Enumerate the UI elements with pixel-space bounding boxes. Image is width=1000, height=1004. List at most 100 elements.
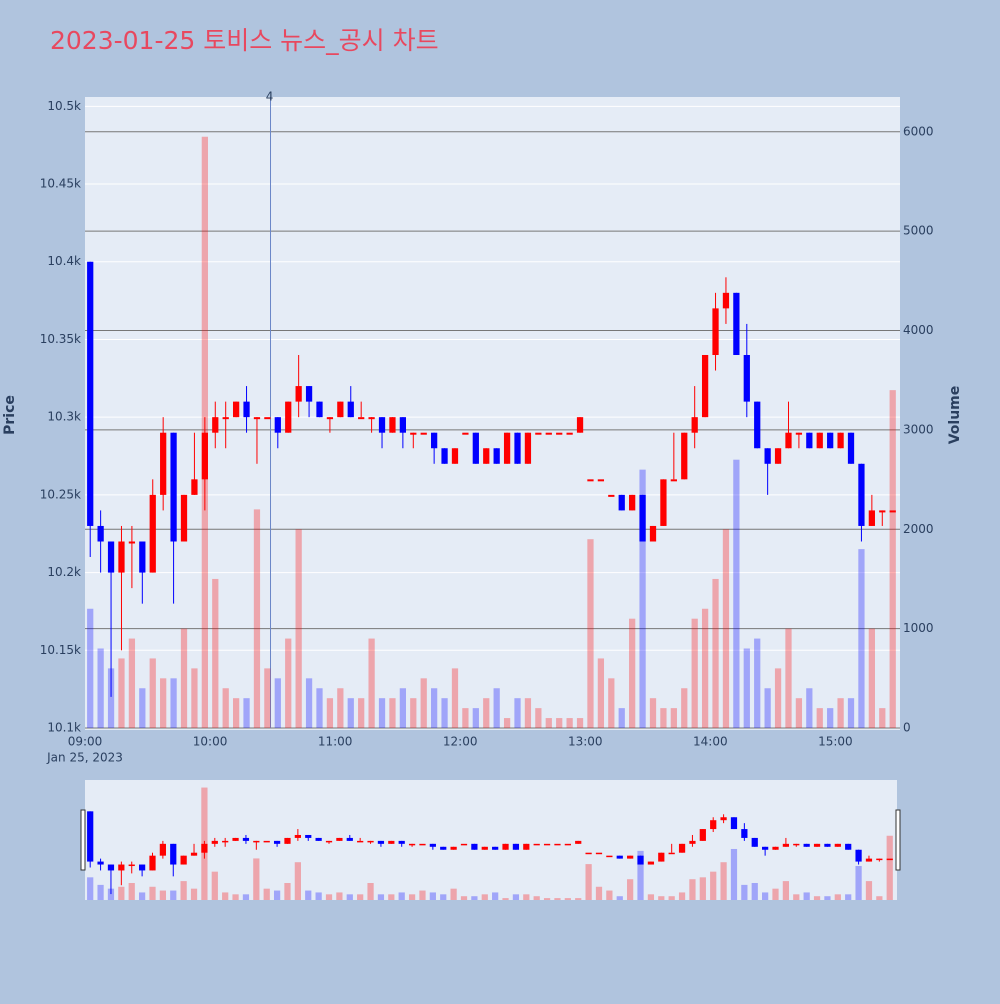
minimap-candle-body — [886, 858, 893, 861]
volume-bar — [722, 529, 730, 728]
minimap-volume-bar — [813, 896, 821, 900]
candle-body — [795, 432, 803, 435]
minimap-candle-body — [294, 834, 301, 838]
minimap-volume-bar — [689, 879, 696, 900]
volume-bar — [337, 688, 344, 728]
minimap-candle-body — [502, 843, 509, 850]
y2-tick-label: 2000 — [903, 522, 934, 536]
minimap-volume-bar — [346, 894, 353, 900]
volume-bar — [232, 698, 240, 728]
minimap-candle-body — [377, 840, 385, 844]
range-handle[interactable] — [80, 809, 86, 871]
minimap-volume-bar — [481, 894, 488, 900]
minimap-volume-bar — [388, 894, 395, 900]
minimap-candle-body — [803, 843, 810, 847]
volume-bar — [566, 718, 573, 728]
y-axis-title: Price — [2, 395, 18, 435]
volume-bar — [827, 708, 834, 728]
candle-body — [889, 510, 896, 513]
volume-bar — [295, 529, 302, 728]
minimap-candle-body — [149, 855, 156, 871]
minimap-candle-body — [211, 840, 218, 844]
minimap-volume-bar — [647, 894, 655, 900]
minimap-volume-bar — [190, 888, 198, 900]
minimap-volume-bar — [741, 884, 748, 900]
y-tick-label: 10.25k — [40, 487, 81, 501]
minimap-candle-body — [595, 852, 603, 855]
candle-body — [160, 432, 167, 495]
minimap-volume-bar — [564, 898, 571, 900]
volume-bar — [410, 698, 417, 728]
candle-body — [597, 479, 605, 482]
minimap-candle-body — [128, 864, 135, 867]
x-tick-label: 11:00 — [318, 735, 353, 749]
minimap-volume-bar — [170, 890, 177, 900]
candle-body — [483, 448, 490, 464]
x-tick-label: 14:00 — [693, 735, 728, 749]
minimap-candle-body — [159, 843, 166, 856]
candle-body — [743, 354, 750, 402]
minimap-volume-bar — [627, 879, 634, 900]
annotation-label: 4 — [266, 90, 274, 104]
minimap-candle-body — [190, 852, 198, 856]
y-tick-label: 10.3k — [47, 410, 81, 424]
minimap-volume-bar — [751, 882, 758, 900]
volume-bar — [597, 658, 605, 728]
minimap-volume-bar — [138, 892, 146, 900]
candle-body — [670, 479, 677, 482]
x-tick-label: 12:00 — [443, 735, 478, 749]
minimap-candle-body — [606, 855, 613, 858]
minimap-candle-body — [647, 861, 655, 865]
minimap-volume-bar — [834, 894, 841, 900]
minimap-candle-body — [440, 846, 447, 850]
candle-body — [576, 417, 584, 433]
minimap-candle-body — [97, 861, 104, 865]
candle-body — [264, 417, 271, 420]
candle-body — [107, 541, 115, 573]
volume-bar — [670, 708, 677, 728]
minimap-volume-bar — [637, 850, 644, 900]
minimap-candle-body — [710, 820, 717, 830]
candle-body — [733, 292, 740, 355]
volume-bar — [97, 648, 104, 728]
minimap-candle-body — [543, 843, 551, 846]
x-tick-label: 13:00 — [568, 735, 603, 749]
candle-body — [378, 417, 386, 433]
candle-body — [503, 432, 511, 464]
volume-bar — [889, 390, 896, 728]
minimap-volume-bar — [782, 881, 790, 900]
minimap-volume-bar — [263, 888, 270, 900]
volume-bar — [503, 718, 511, 728]
minimap-candle-body — [87, 811, 94, 862]
minimap-candle-body — [367, 840, 374, 843]
minimap-candle-body — [471, 843, 478, 850]
minimap-candle-body — [419, 843, 426, 846]
volume-bar — [493, 688, 500, 728]
range-slider[interactable] — [85, 780, 897, 900]
minimap-volume-bar — [325, 894, 333, 900]
minimap-candle-body — [305, 834, 312, 838]
minimap-candle-body — [523, 843, 530, 850]
candle-body — [97, 525, 104, 542]
volume-bar — [629, 618, 636, 728]
volume-bar — [576, 718, 584, 728]
minimap-volume-bar — [543, 898, 551, 900]
volume-bar — [608, 678, 615, 728]
volume-bar — [347, 698, 354, 728]
candle-body — [858, 463, 865, 526]
range-handle[interactable] — [895, 809, 901, 871]
volume-bar — [431, 688, 438, 728]
volume-bar — [524, 698, 532, 728]
minimap-volume-bar — [97, 884, 104, 900]
minimap-volume-bar — [429, 892, 436, 900]
volume-bar — [243, 698, 250, 728]
y2-tick-label: 3000 — [903, 422, 934, 436]
minimap-volume-bar — [222, 892, 229, 900]
minimap-candle-body — [772, 846, 779, 850]
candle-body — [764, 448, 771, 464]
minimap-volume-bar — [616, 896, 623, 900]
minimap-volume-bar — [492, 892, 499, 900]
minimap-candle-body — [678, 843, 686, 853]
candle-body — [295, 386, 302, 402]
x-tick-label: 15:00 — [818, 735, 853, 749]
